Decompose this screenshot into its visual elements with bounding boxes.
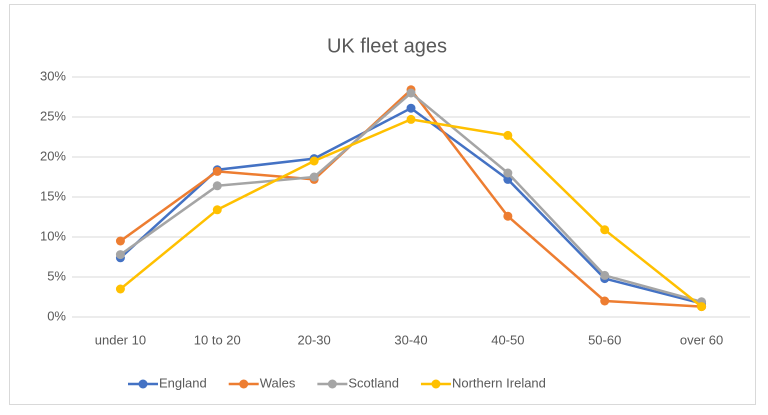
x-tick-label: 20-30 [298, 332, 331, 347]
x-tick-label: 30-40 [394, 332, 427, 347]
x-tick-label: under 10 [95, 332, 146, 347]
point [503, 211, 513, 221]
point [115, 236, 125, 246]
legend-label: Scotland [348, 375, 399, 390]
point [212, 166, 222, 176]
point [503, 168, 513, 178]
point [115, 284, 125, 294]
y-tick-label: 10% [40, 228, 66, 243]
point [309, 172, 319, 182]
point [600, 270, 610, 280]
legend-label: England [159, 375, 207, 390]
point [309, 156, 319, 166]
point [503, 130, 513, 140]
point [600, 296, 610, 306]
point [406, 103, 416, 113]
legend-marker [138, 379, 148, 389]
y-tick-label: 5% [47, 268, 66, 283]
chart-border [9, 4, 756, 405]
legend-marker [239, 379, 249, 389]
point [600, 225, 610, 235]
point [406, 88, 416, 98]
y-tick-label: 30% [40, 68, 66, 83]
point [697, 302, 707, 312]
y-tick-label: 0% [47, 308, 66, 323]
point [115, 250, 125, 260]
point [406, 114, 416, 124]
legend-label: Wales [260, 375, 296, 390]
y-tick-label: 20% [40, 148, 66, 163]
legend-label: Northern Ireland [452, 375, 546, 390]
y-tick-label: 15% [40, 188, 66, 203]
chart-title: UK fleet ages [327, 35, 447, 57]
point [212, 181, 222, 191]
x-tick-label: 40-50 [491, 332, 524, 347]
legend-marker [327, 379, 337, 389]
x-tick-label: 10 to 20 [194, 332, 241, 347]
point [212, 205, 222, 215]
x-tick-label: over 60 [680, 332, 723, 347]
y-tick-label: 25% [40, 108, 66, 123]
legend-marker [431, 379, 441, 389]
x-tick-label: 50-60 [588, 332, 621, 347]
